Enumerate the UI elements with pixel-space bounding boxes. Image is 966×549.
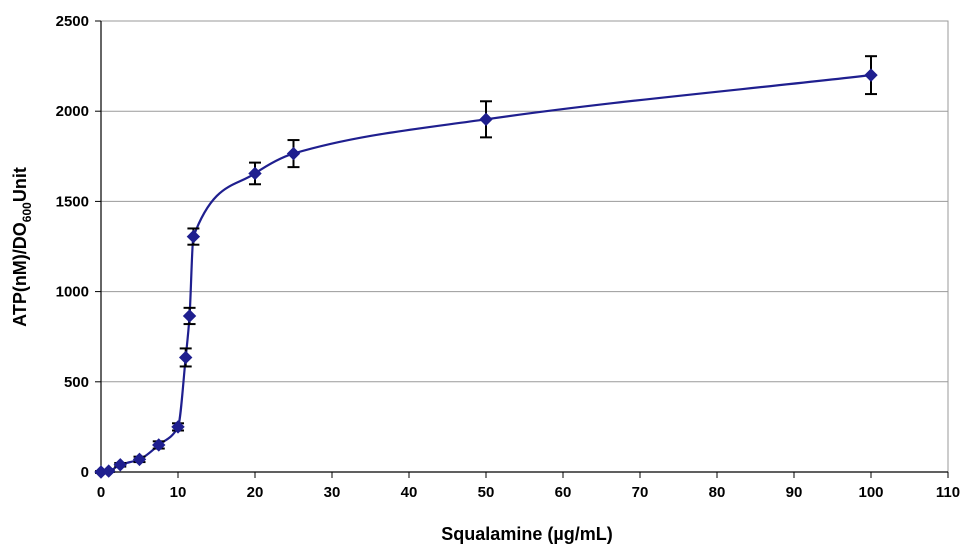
x-tick-label: 50 (478, 484, 495, 501)
data-point (113, 458, 127, 472)
data-point (171, 420, 185, 434)
x-tick-label: 30 (324, 484, 341, 501)
gridlines (101, 20, 948, 383)
data-point (152, 438, 166, 452)
y-axis-title: ATP(nM)/DO600Unit (10, 167, 34, 327)
x-tick-label: 90 (786, 484, 803, 501)
data-point (178, 350, 193, 365)
x-tick-label: 60 (555, 484, 572, 501)
data-point (132, 452, 147, 467)
y-tick-label: 2000 (56, 103, 89, 120)
x-tick-label: 10 (170, 484, 187, 501)
y-tick-label: 1500 (56, 193, 89, 210)
x-tick-label: 110 (936, 484, 960, 501)
data-point (286, 146, 301, 161)
y-tick-label: 1000 (56, 284, 89, 301)
y-tick-label: 2500 (56, 13, 89, 30)
x-tick-label: 100 (858, 484, 883, 501)
data-markers (94, 68, 878, 479)
x-tick-label: 70 (632, 484, 649, 501)
y-tick-label: 500 (64, 374, 89, 391)
x-tick-label: 40 (401, 484, 418, 501)
y-tick-label: 0 (81, 464, 89, 481)
x-axis-title: Squalamine (µg/mL) (441, 524, 612, 544)
y-axis-title-main: ATP(nM)/DO (10, 222, 30, 327)
x-tick-label: 80 (709, 484, 726, 501)
axes (95, 20, 949, 478)
data-point (101, 464, 116, 478)
x-tick-label: 20 (247, 484, 264, 501)
y-tick-labels: 0 500 1000 1500 2000 2500 (56, 13, 89, 481)
x-tick-label: 0 (97, 484, 105, 501)
y-axis-title-subscript: 600 (20, 202, 34, 222)
plot-area (100, 20, 949, 473)
data-point (864, 68, 878, 82)
data-point (479, 112, 493, 127)
y-axis-title-unit: Unit (10, 167, 30, 202)
data-point (182, 309, 197, 323)
data-point (248, 166, 262, 181)
data-point (186, 229, 201, 244)
x-tick-labels: 0 10 20 30 40 50 60 70 80 90 100 110 (97, 484, 960, 501)
